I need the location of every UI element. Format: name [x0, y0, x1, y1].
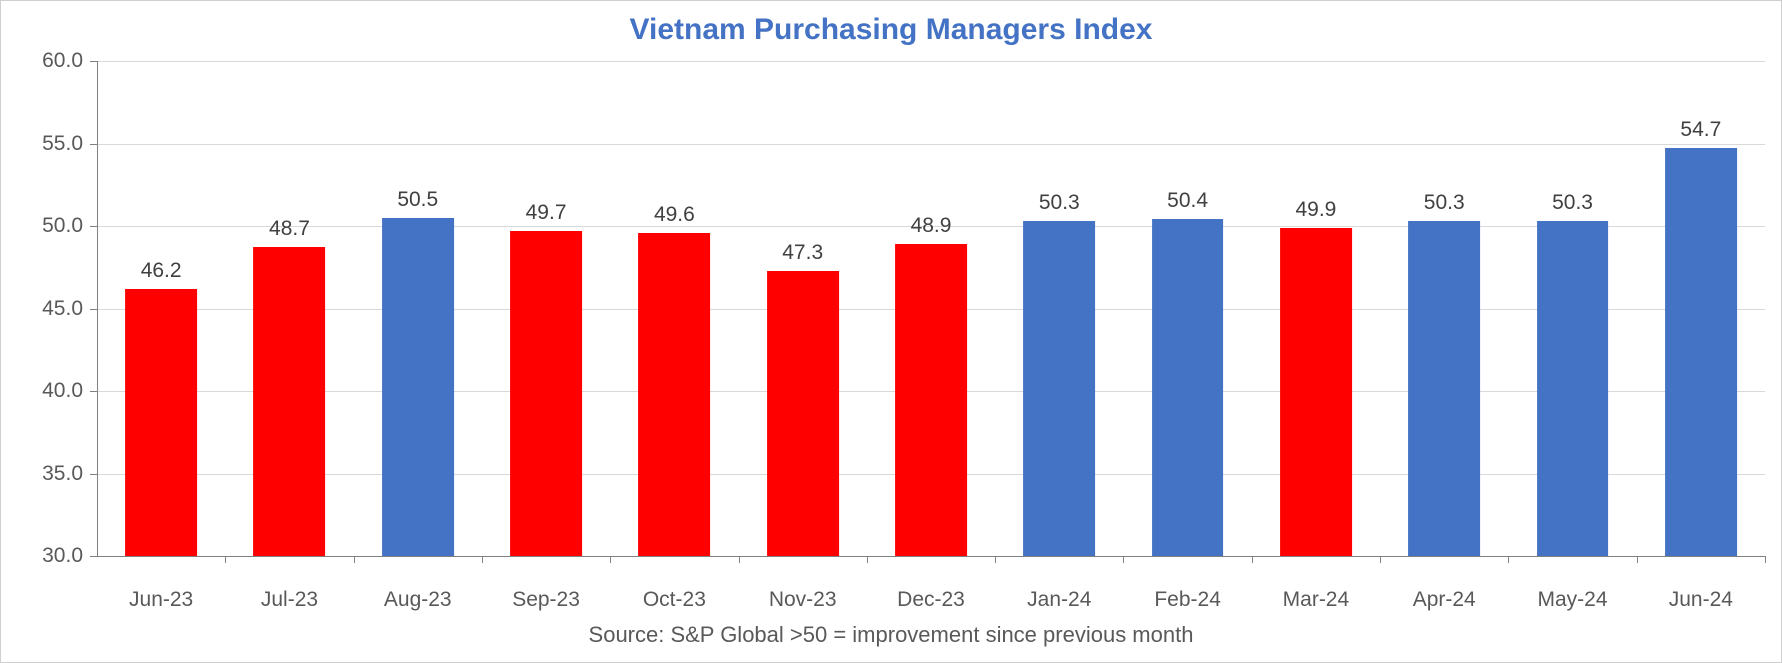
x-tick-mark	[1252, 556, 1253, 563]
x-tick-mark	[610, 556, 611, 563]
bar	[1408, 221, 1480, 556]
plot-area: 30.035.040.045.050.055.060.046.2Jun-2348…	[97, 61, 1765, 556]
x-tick-mark	[739, 556, 740, 563]
x-tick-mark	[1380, 556, 1381, 563]
bar-value-label: 50.3	[1552, 191, 1593, 215]
y-tick-mark	[90, 309, 97, 310]
bar-value-label: 49.6	[654, 203, 695, 227]
y-tick-mark	[90, 474, 97, 475]
y-tick-label: 35.0	[1, 462, 83, 486]
bar-value-label: 54.7	[1680, 118, 1721, 142]
y-tick-mark	[90, 144, 97, 145]
bar	[382, 218, 454, 556]
bar-value-label: 47.3	[782, 241, 823, 265]
x-tick-label: Jun-23	[97, 588, 225, 612]
y-tick-mark	[90, 556, 97, 557]
chart-footer: Source: S&P Global >50 = improvement sin…	[1, 622, 1781, 648]
x-tick-mark	[354, 556, 355, 563]
bar-value-label: 49.7	[526, 201, 567, 225]
bar	[254, 247, 326, 556]
bar	[510, 231, 582, 556]
bar-value-label: 49.9	[1295, 198, 1336, 222]
chart-title: Vietnam Purchasing Managers Index	[1, 13, 1781, 47]
x-tick-mark	[1765, 556, 1766, 563]
y-tick-mark	[90, 61, 97, 62]
chart-frame: Vietnam Purchasing Managers Index 30.035…	[0, 0, 1782, 663]
bar-value-label: 48.9	[911, 214, 952, 238]
x-tick-label: Nov-23	[739, 588, 867, 612]
y-tick-label: 50.0	[1, 214, 83, 238]
x-tick-label: Jan-24	[995, 588, 1123, 612]
x-tick-mark	[1508, 556, 1509, 563]
x-tick-label: Mar-24	[1252, 588, 1380, 612]
x-tick-label: May-24	[1508, 588, 1636, 612]
bar-value-label: 50.3	[1424, 191, 1465, 215]
bar	[895, 244, 967, 556]
y-tick-mark	[90, 391, 97, 392]
y-tick-label: 60.0	[1, 49, 83, 73]
bar	[767, 271, 839, 556]
bar	[638, 233, 710, 556]
x-tick-label: Apr-24	[1380, 588, 1508, 612]
bar-value-label: 46.2	[141, 259, 182, 283]
bar	[1152, 219, 1224, 556]
y-tick-label: 30.0	[1, 544, 83, 568]
bar-value-label: 50.4	[1167, 189, 1208, 213]
x-tick-label: Sep-23	[482, 588, 610, 612]
bar	[1665, 148, 1737, 556]
bar-value-label: 50.5	[397, 188, 438, 212]
y-tick-mark	[90, 226, 97, 227]
y-tick-label: 45.0	[1, 297, 83, 321]
x-tick-label: Feb-24	[1123, 588, 1251, 612]
bar-value-label: 48.7	[269, 217, 310, 241]
x-tick-label: Oct-23	[610, 588, 738, 612]
x-axis	[97, 556, 1765, 557]
gridline	[97, 61, 1765, 62]
y-axis	[97, 61, 98, 556]
x-tick-mark	[225, 556, 226, 563]
x-tick-mark	[482, 556, 483, 563]
x-tick-label: Dec-23	[867, 588, 995, 612]
y-tick-label: 40.0	[1, 379, 83, 403]
gridline	[97, 144, 1765, 145]
bar	[125, 289, 197, 556]
x-tick-label: Jun-24	[1637, 588, 1765, 612]
x-tick-label: Aug-23	[354, 588, 482, 612]
bar-value-label: 50.3	[1039, 191, 1080, 215]
x-tick-mark	[1637, 556, 1638, 563]
bar	[1280, 228, 1352, 556]
y-tick-label: 55.0	[1, 132, 83, 156]
bar	[1537, 221, 1609, 556]
x-tick-mark	[995, 556, 996, 563]
x-tick-label: Jul-23	[225, 588, 353, 612]
bar	[1023, 221, 1095, 556]
x-tick-mark	[867, 556, 868, 563]
x-tick-mark	[1123, 556, 1124, 563]
